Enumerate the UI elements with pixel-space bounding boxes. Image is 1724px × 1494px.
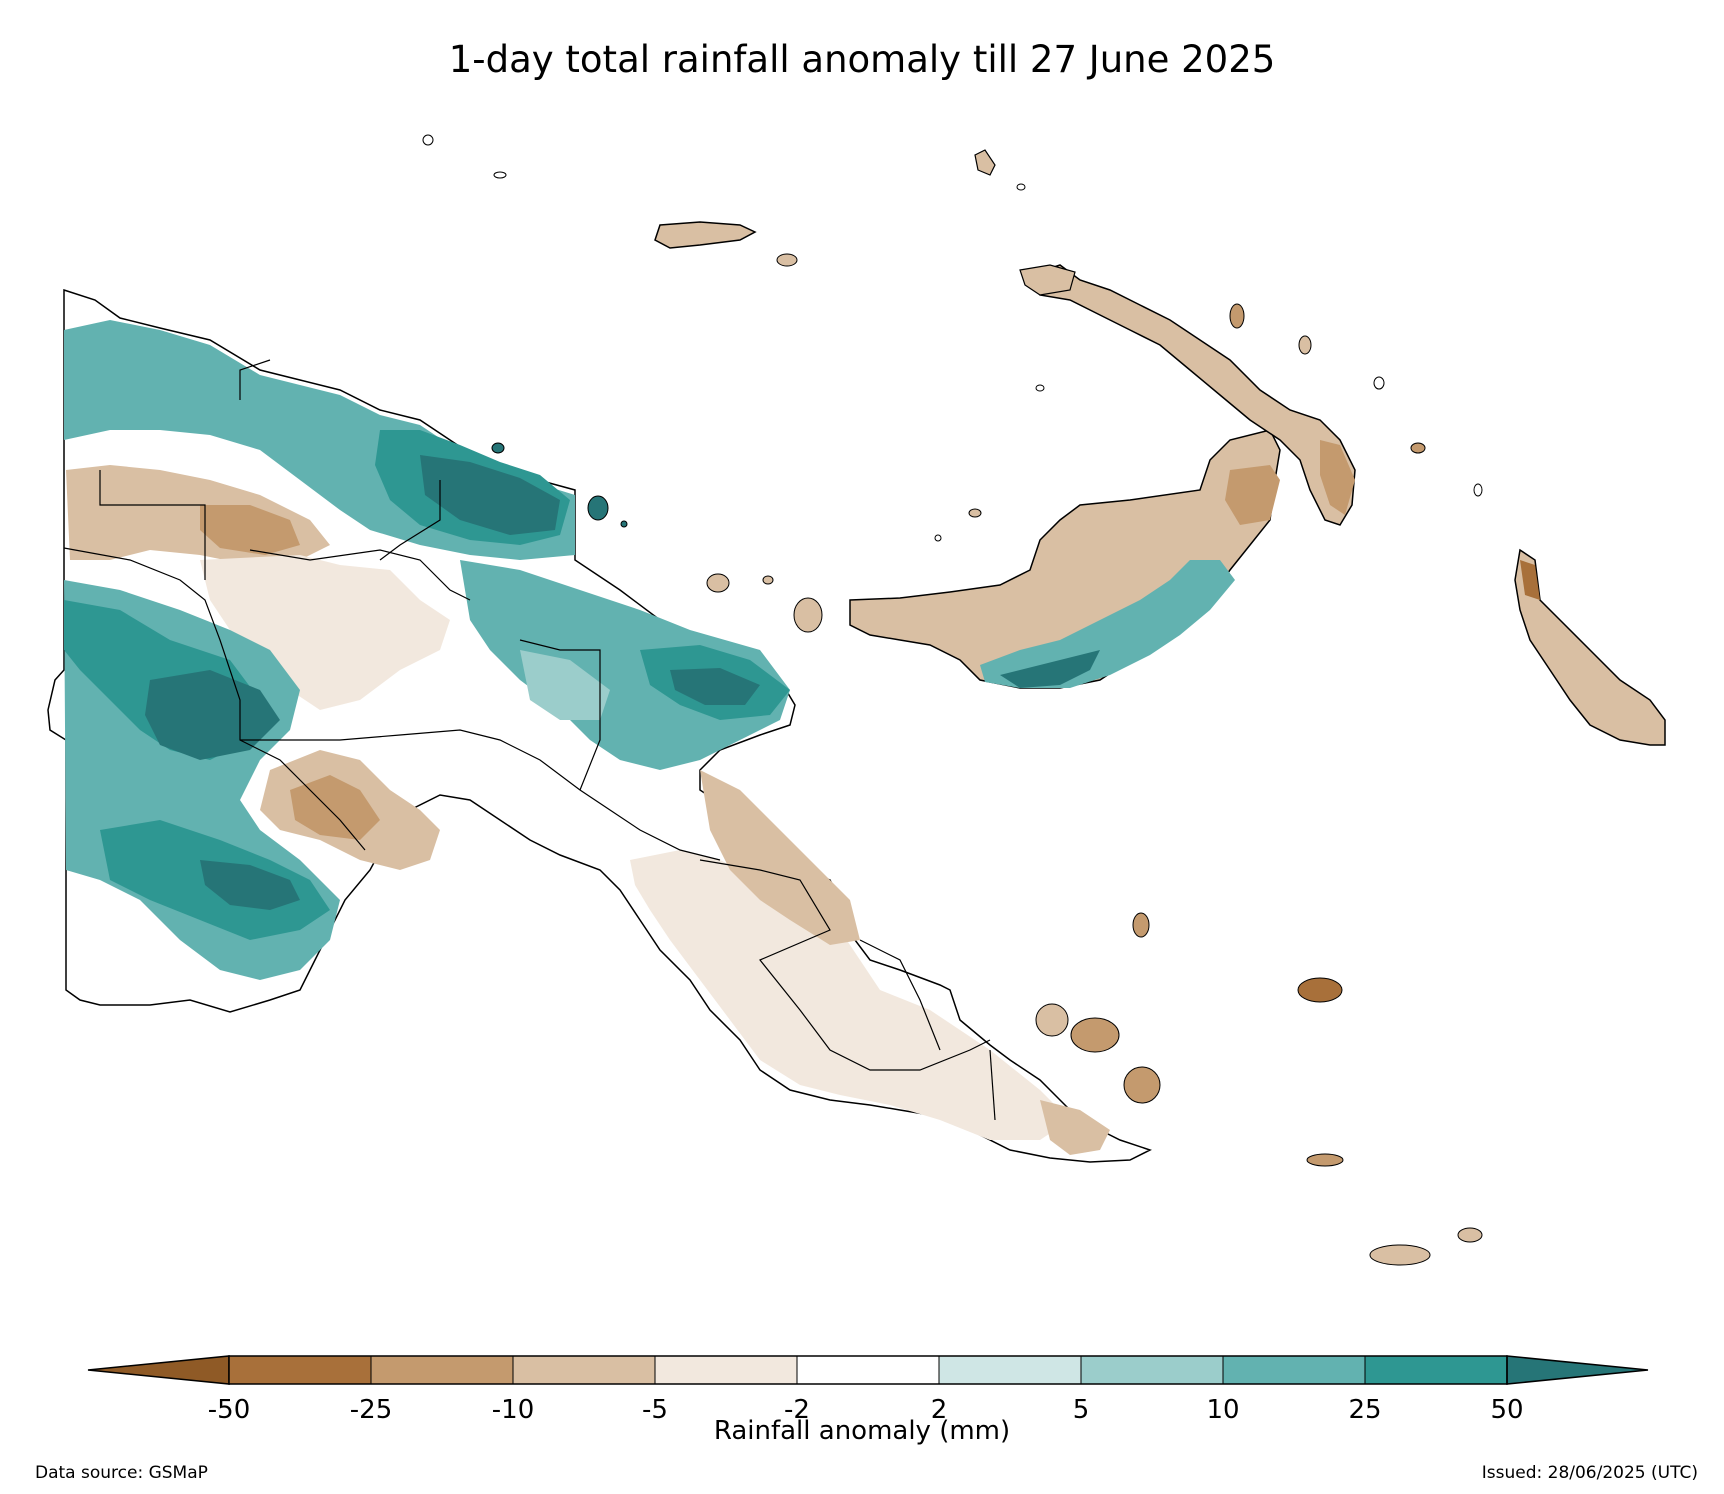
colorbar-bin <box>371 1356 513 1384</box>
colorbar-bin <box>229 1356 371 1384</box>
map-title: 1-day total rainfall anomaly till 27 Jun… <box>448 38 1276 81</box>
wet-zone-huon-core <box>670 668 760 705</box>
province-borders <box>63 359 996 1121</box>
colorbar-high-extension <box>1506 1355 1649 1385</box>
new-ireland <box>1028 264 1356 526</box>
colorbar-tick-label: 5 <box>1073 1395 1090 1425</box>
mussau-island <box>974 149 996 176</box>
colorbar-title: Rainfall anomaly (mm) <box>713 1416 1011 1446</box>
colorbar-tick-label: -5 <box>642 1395 668 1425</box>
bougainville <box>1514 548 1666 746</box>
colorbar-bin <box>1223 1356 1365 1384</box>
issued-date: Issued: 28/06/2025 (UTC) <box>1481 1463 1698 1483</box>
wet-zone-north-coast-core <box>420 455 560 535</box>
wet-zone-morobe-light <box>520 650 610 720</box>
new-ireland-dry-core <box>1320 440 1355 515</box>
colorbar-low-extension <box>87 1355 230 1385</box>
colorbar-tick-label: -2 <box>784 1395 810 1425</box>
colorbar-bin <box>513 1356 655 1384</box>
colorbar-tick-label: -25 <box>350 1395 392 1425</box>
colorbar-bin <box>1081 1356 1223 1384</box>
new-hanover-island <box>1019 264 1076 296</box>
data-source-note: Data source: GSMaP <box>35 1463 208 1483</box>
manus-island <box>654 221 757 249</box>
mainland-png <box>47 288 1152 1163</box>
dry-zone-east-peninsula <box>630 850 1070 1140</box>
colorbar-tick-label: -10 <box>492 1395 534 1425</box>
new-britain-wet-core <box>1000 650 1100 688</box>
colorbar-dividers <box>370 1356 1366 1384</box>
wet-zone-southwest-core <box>200 860 300 910</box>
dry-zone-highlands <box>200 555 450 710</box>
colorbar-frame <box>228 1355 1508 1385</box>
colorbar-tick-label: -50 <box>208 1395 250 1425</box>
manus-islands <box>654 149 1076 296</box>
wet-zone-west-core <box>145 670 280 760</box>
dry-zone-milne-bay <box>1040 1100 1110 1155</box>
colorbar-bin <box>1365 1356 1507 1384</box>
dry-zone-north-core <box>200 505 300 555</box>
new-britain-east-dry <box>1225 465 1280 525</box>
colorbar-bin <box>655 1356 797 1384</box>
colorbar-tick-labels: -50 -25 -10 -5 -2 2 5 10 25 50 <box>208 1395 1524 1425</box>
new-britain <box>849 429 1281 689</box>
new-ireland-outline <box>1028 264 1356 526</box>
colorbar: -50 -25 -10 -5 -2 2 5 10 25 50 <box>87 1355 1649 1425</box>
colorbar-bin <box>797 1356 939 1384</box>
dry-zone-gulf-core <box>290 775 380 840</box>
colorbar-tick-label: 25 <box>1348 1395 1381 1425</box>
wet-zone-morobe <box>460 560 790 770</box>
colorbar-bin <box>939 1356 1081 1384</box>
new-britain-wet <box>980 560 1235 688</box>
bougainville-dry-core <box>1520 560 1540 600</box>
dry-zone-east-coast <box>700 770 860 945</box>
bougainville-outline <box>1514 548 1666 746</box>
colorbar-tick-label: 50 <box>1490 1395 1523 1425</box>
colorbar-tick-label: 2 <box>931 1395 948 1425</box>
small-islands <box>422 134 1483 1266</box>
colorbar-tick-label: 10 <box>1206 1395 1239 1425</box>
